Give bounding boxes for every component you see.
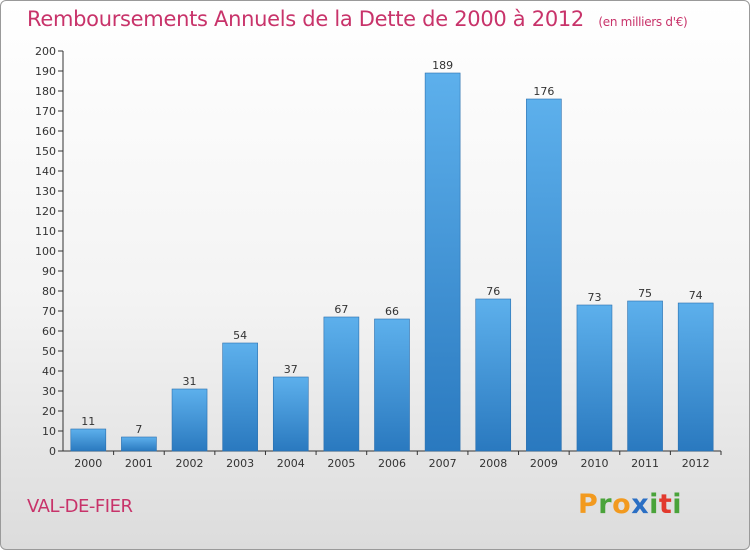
y-tick-label: 20 (42, 405, 56, 418)
y-tick-label: 130 (35, 185, 56, 198)
chart-title-text: Remboursements Annuels de la Dette de 20… (27, 7, 584, 31)
y-tick-label: 70 (42, 305, 56, 318)
bar (70, 428, 107, 452)
bar-value-label: 74 (689, 289, 703, 302)
bar-value-label: 54 (233, 329, 247, 342)
bar-value-label: 76 (486, 285, 500, 298)
bar (374, 318, 410, 452)
y-tick-label: 40 (42, 365, 56, 378)
bar (171, 388, 208, 452)
logo-letter: t (658, 489, 673, 520)
bar-value-label: 73 (587, 291, 601, 304)
x-tick-label: 2001 (125, 457, 153, 470)
y-tick-label: 10 (42, 425, 56, 438)
logo-letter: r (598, 489, 613, 520)
x-tick-label: 2006 (378, 457, 406, 470)
logo-letter: x (631, 489, 650, 520)
y-tick-label: 150 (35, 145, 56, 158)
y-tick-label: 110 (35, 225, 56, 238)
bar-value-label: 7 (135, 423, 142, 436)
x-tick-label: 2012 (682, 457, 710, 470)
bar-value-label: 67 (334, 303, 348, 316)
x-tick-label: 2010 (580, 457, 608, 470)
x-tick-label: 2009 (530, 457, 558, 470)
x-tick-label: 2008 (479, 457, 507, 470)
bar (121, 436, 157, 452)
y-tick-label: 60 (42, 325, 56, 338)
y-tick-label: 30 (42, 385, 56, 398)
y-tick-label: 170 (35, 105, 56, 118)
y-tick-label: 0 (49, 445, 56, 458)
x-tick-label: 2003 (226, 457, 254, 470)
bar (576, 304, 613, 452)
bar (424, 72, 461, 452)
bar (323, 316, 360, 452)
y-tick-label: 180 (35, 85, 56, 98)
y-tick-label: 80 (42, 285, 56, 298)
bar (222, 342, 258, 452)
chart-title: Remboursements Annuels de la Dette de 20… (27, 7, 688, 31)
x-tick-label: 2000 (74, 457, 102, 470)
x-tick-label: 2005 (327, 457, 355, 470)
bar (627, 300, 663, 452)
logo-letter: o (612, 489, 632, 520)
bar (677, 302, 714, 452)
y-tick-label: 200 (35, 45, 56, 58)
x-tick-label: 2004 (277, 457, 305, 470)
x-tick-label: 2007 (429, 457, 457, 470)
logo-letter: P (578, 489, 599, 520)
logo-letter: i (649, 489, 659, 520)
y-tick-label: 160 (35, 125, 56, 138)
y-tick-label: 120 (35, 205, 56, 218)
y-tick-label: 50 (42, 345, 56, 358)
y-tick-label: 140 (35, 165, 56, 178)
bar-value-label: 75 (638, 287, 652, 300)
bar-value-label: 11 (81, 415, 95, 428)
y-tick-label: 90 (42, 265, 56, 278)
y-tick-label: 100 (35, 245, 56, 258)
place-name: VAL-DE-FIER (27, 496, 133, 517)
bar-value-label: 37 (284, 363, 298, 376)
x-tick-label: 2002 (176, 457, 204, 470)
bar-value-label: 189 (432, 59, 453, 72)
bar-value-label: 66 (385, 305, 399, 318)
bar-value-label: 31 (183, 375, 197, 388)
bar-value-label: 176 (533, 85, 554, 98)
x-tick-label: 2011 (631, 457, 659, 470)
y-tick-label: 190 (35, 65, 56, 78)
bar (475, 298, 512, 452)
logo-letter: i (672, 489, 683, 520)
bar (272, 376, 309, 452)
chart-subtitle: (en milliers d'€) (598, 15, 688, 29)
bar (526, 98, 562, 452)
proxiti-logo: Proxiti (578, 489, 682, 520)
